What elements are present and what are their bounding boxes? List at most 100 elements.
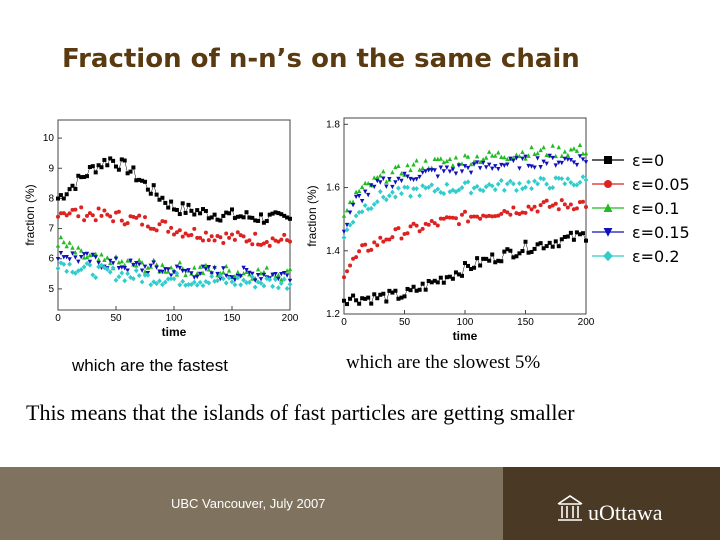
data-point bbox=[477, 166, 483, 171]
data-point bbox=[221, 266, 226, 271]
data-point bbox=[276, 272, 281, 277]
data-point bbox=[408, 288, 413, 293]
data-point bbox=[577, 154, 583, 159]
data-point bbox=[108, 156, 113, 161]
data-point bbox=[282, 232, 287, 237]
series-3 bbox=[55, 250, 293, 284]
data-point bbox=[465, 165, 471, 171]
data-point bbox=[487, 149, 492, 154]
data-point bbox=[363, 296, 368, 301]
data-point bbox=[429, 168, 434, 173]
data-point bbox=[508, 248, 513, 253]
data-point bbox=[475, 256, 480, 261]
data-point bbox=[441, 280, 446, 285]
y-axis-label: fraction (%) bbox=[305, 185, 319, 246]
data-point bbox=[574, 206, 579, 211]
data-point bbox=[238, 214, 243, 219]
legend-label: ε=0.05 bbox=[632, 175, 690, 194]
data-point bbox=[221, 270, 226, 275]
data-point bbox=[183, 272, 188, 278]
data-point bbox=[172, 232, 176, 237]
chart-slowest: 0 50 100 150 200 1.2 1.4 1.6 1.8 time fraction (%)… bbox=[305, 117, 690, 343]
data-point bbox=[435, 223, 440, 228]
data-point bbox=[478, 263, 483, 268]
data-point bbox=[447, 169, 453, 174]
data-point bbox=[137, 213, 142, 218]
data-point bbox=[270, 211, 275, 216]
data-point bbox=[366, 295, 371, 300]
caption-fastest: which are the fastest bbox=[72, 356, 228, 375]
data-point bbox=[157, 197, 162, 202]
data-point bbox=[484, 214, 489, 219]
data-point bbox=[177, 265, 182, 271]
data-point bbox=[67, 187, 72, 192]
data-point bbox=[87, 259, 93, 265]
data-point bbox=[137, 257, 142, 263]
data-point bbox=[230, 207, 234, 212]
data-point bbox=[511, 205, 516, 210]
data-point bbox=[177, 228, 182, 233]
data-point bbox=[580, 157, 586, 162]
data-point bbox=[195, 208, 200, 213]
data-point bbox=[362, 189, 368, 194]
data-point bbox=[180, 234, 185, 239]
data-point bbox=[264, 219, 269, 224]
data-point bbox=[116, 209, 121, 214]
x-tick-label: 0 bbox=[55, 313, 61, 324]
data-point bbox=[550, 203, 555, 208]
data-point bbox=[174, 230, 179, 235]
data-point bbox=[104, 266, 110, 272]
data-point bbox=[447, 274, 452, 279]
data-point bbox=[142, 264, 148, 270]
data-point bbox=[134, 178, 139, 183]
data-point bbox=[221, 241, 226, 246]
data-point bbox=[186, 268, 191, 273]
data-point bbox=[496, 213, 501, 218]
data-point bbox=[493, 214, 498, 219]
data-point bbox=[484, 256, 489, 261]
data-point bbox=[218, 218, 223, 223]
data-point bbox=[472, 265, 477, 270]
data-point bbox=[64, 192, 69, 197]
data-point bbox=[535, 242, 540, 247]
data-point bbox=[541, 246, 546, 251]
data-point bbox=[206, 264, 211, 270]
data-point bbox=[255, 272, 261, 278]
data-point bbox=[565, 205, 570, 210]
data-point bbox=[384, 299, 389, 304]
data-point bbox=[463, 209, 467, 214]
data-point bbox=[105, 212, 110, 217]
data-point bbox=[411, 221, 416, 226]
data-point bbox=[221, 213, 226, 218]
data-point bbox=[420, 183, 426, 189]
data-point bbox=[229, 275, 235, 280]
data-point bbox=[378, 173, 383, 178]
legend-label: ε=0 bbox=[632, 151, 664, 170]
data-point bbox=[438, 189, 444, 195]
data-point bbox=[276, 276, 281, 282]
data-point bbox=[64, 255, 69, 260]
data-point bbox=[390, 290, 395, 295]
data-point bbox=[87, 165, 92, 170]
data-point bbox=[177, 260, 182, 265]
data-point bbox=[396, 185, 401, 191]
data-point bbox=[532, 246, 537, 251]
data-point bbox=[253, 231, 258, 236]
data-point bbox=[276, 211, 281, 216]
data-point bbox=[163, 269, 168, 274]
data-point bbox=[273, 272, 278, 277]
data-point bbox=[511, 181, 516, 187]
data-point bbox=[203, 208, 208, 213]
data-point bbox=[396, 176, 401, 182]
data-point bbox=[180, 268, 185, 274]
data-point bbox=[282, 213, 287, 218]
data-point bbox=[378, 235, 383, 240]
data-point bbox=[438, 275, 443, 280]
data-point bbox=[125, 171, 130, 176]
data-point bbox=[432, 156, 437, 161]
data-point bbox=[359, 209, 365, 215]
plot-frame bbox=[343, 117, 587, 315]
data-point bbox=[212, 238, 217, 243]
data-point bbox=[414, 177, 419, 182]
data-point bbox=[523, 184, 528, 190]
